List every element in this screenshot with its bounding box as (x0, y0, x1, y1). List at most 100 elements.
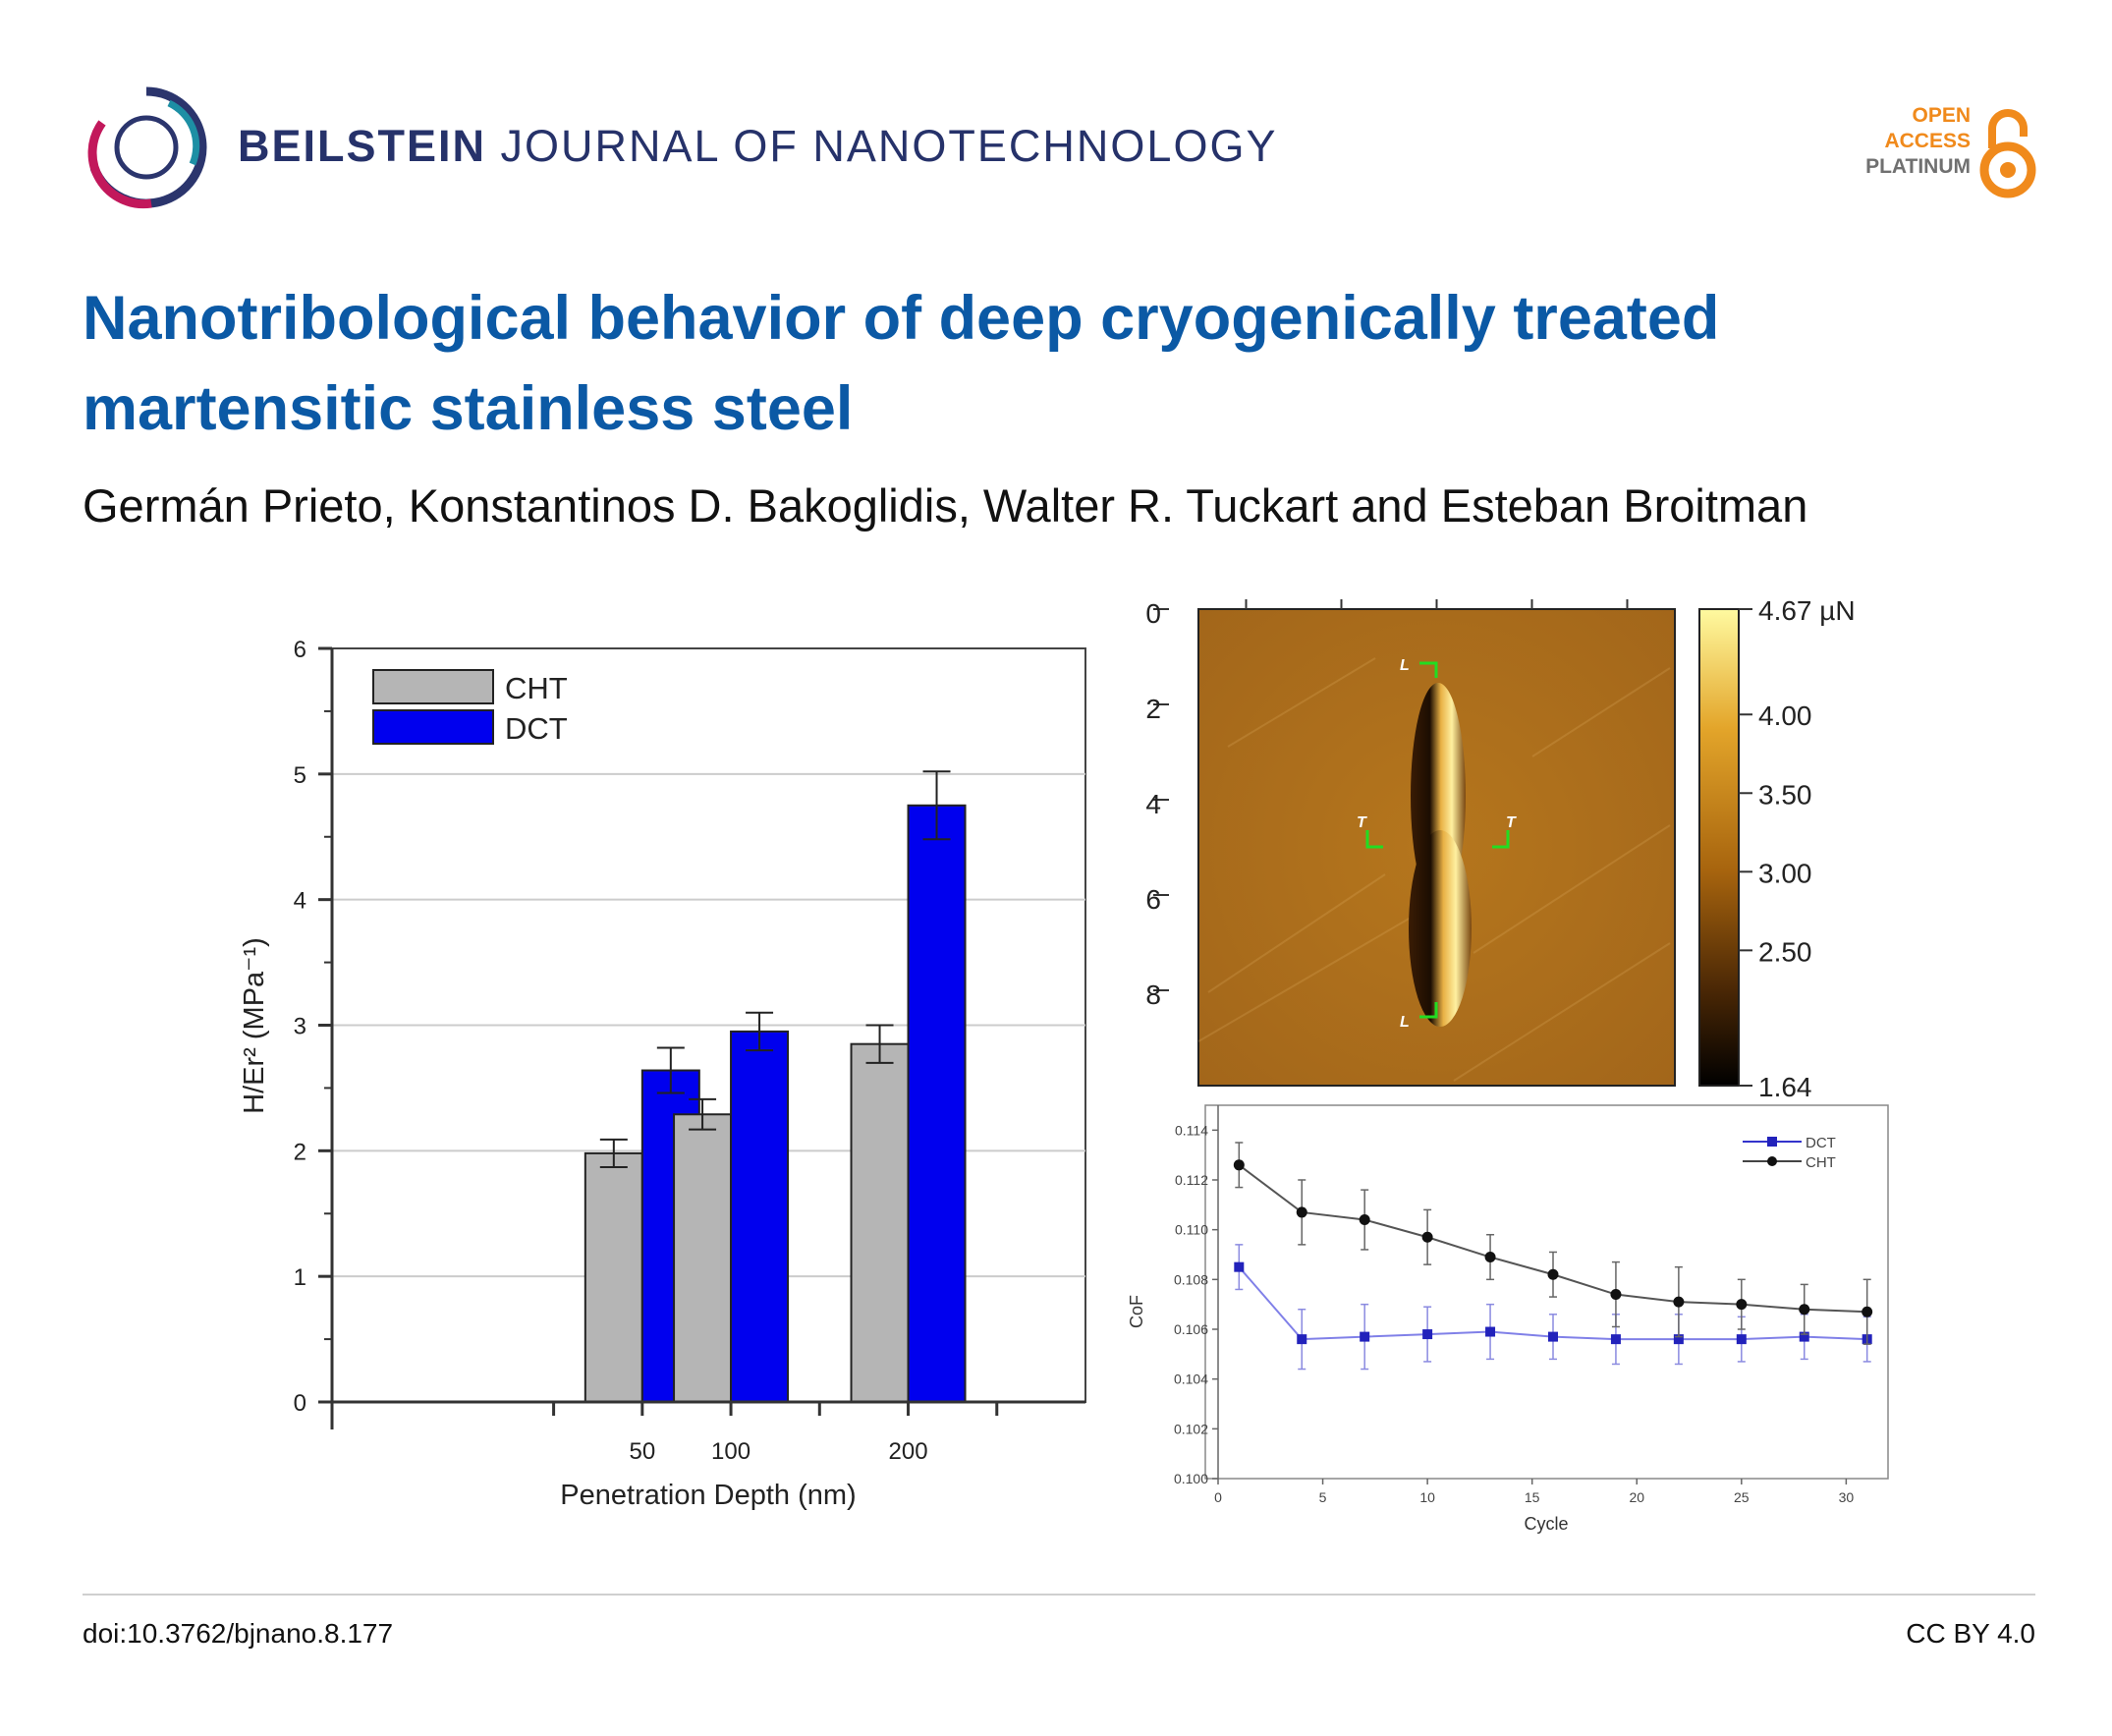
line-y-tick-label: 0.108 (1174, 1271, 1208, 1287)
line-y-tick-label: 0.110 (1175, 1222, 1208, 1238)
colorbar-tick-label: 1.64 (1758, 1072, 1812, 1102)
line-x-axis-label: Cycle (1524, 1514, 1568, 1534)
afm-y-tick-label: 0 (1145, 598, 1161, 629)
article-title: Nanotribological behavior of deep cryoge… (83, 284, 1720, 443)
line-x-tick-label: 0 (1214, 1489, 1222, 1505)
afm-surface-texture (1197, 657, 1671, 1082)
afm-friction-map: L T T L 0 2 4 6 8 4.67 µN 4.00 3.50 3.00 2.50 1.6… (1145, 595, 1855, 1102)
line-legend-dct-marker (1767, 1137, 1777, 1147)
journal-name: BEILSTEIN JOURNAL OF NANOTECHNOLOGY (238, 121, 1277, 172)
open-access-lock-icon (1979, 109, 2036, 198)
open-access-badge: OPEN ACCESS PLATINUM (1831, 103, 2037, 201)
colorbar-tick-label: 4.67 µN (1758, 595, 1856, 626)
line-x-tick-label: 10 (1419, 1489, 1435, 1505)
line-point-cht (1484, 1252, 1496, 1263)
line-point-cht (1736, 1299, 1748, 1311)
bar-x-tick-label: 50 (629, 1438, 655, 1465)
line-y-tick-label: 0.100 (1174, 1471, 1208, 1486)
line-point-dct (1548, 1331, 1558, 1342)
afm-marker-l-bottom: L (1400, 1014, 1410, 1031)
line-point-dct (1485, 1326, 1496, 1337)
line-point-cht (1421, 1231, 1433, 1243)
line-y-tick-label: 0.114 (1175, 1122, 1208, 1138)
bar-y-tick-label: 2 (294, 1139, 306, 1165)
afm-marker-t-left: T (1357, 814, 1367, 831)
line-y-tick-label: 0.106 (1174, 1321, 1208, 1337)
line-legend-cht-label: CHT (1806, 1154, 1836, 1171)
afm-markers (1365, 661, 1510, 1019)
colorbar-tick-label: 3.00 (1758, 858, 1812, 888)
line-point-cht (1799, 1304, 1810, 1316)
afm-y-tick-label: 2 (1145, 694, 1161, 724)
bar-dct-100 (730, 1030, 790, 1403)
bar-y-axis-label: H/Er² (MPa⁻¹) (239, 937, 270, 1114)
line-plot-frame (1204, 1104, 1889, 1480)
legend-swatch-cht (372, 669, 494, 704)
line-legend-cht-marker (1767, 1156, 1777, 1166)
line-point-cht (1862, 1306, 1873, 1317)
doi-link[interactable]: doi:10.3762/bjnano.8.177 (83, 1618, 394, 1649)
bar-cht-200 (850, 1042, 910, 1403)
line-x-tick-label: 20 (1629, 1489, 1644, 1505)
line-y-tick-label: 0.102 (1174, 1421, 1208, 1436)
bar-x-axis-label: Penetration Depth (nm) (560, 1480, 856, 1511)
bar-y-tick-label: 3 (294, 1014, 306, 1040)
line-point-dct (1673, 1334, 1684, 1345)
afm-y-tick-label: 6 (1145, 884, 1161, 915)
beilstein-logo-icon (87, 86, 207, 209)
line-legend-dct-label: DCT (1806, 1135, 1836, 1151)
legend-label-cht: CHT (505, 671, 568, 705)
bar-x-tick-label: 100 (711, 1438, 750, 1465)
bar-cht-50 (584, 1151, 643, 1404)
license-label: CC BY 4.0 (1906, 1618, 2035, 1649)
footer-divider (83, 1594, 2035, 1596)
line-y-axis-label: CoF (1127, 1295, 1146, 1328)
line-point-dct (1799, 1331, 1809, 1342)
open-access-label-3: PLATINUM (1865, 155, 1971, 178)
colorbar-tick-label: 3.50 (1758, 779, 1812, 810)
legend-label-dct: DCT (505, 711, 568, 746)
line-point-cht (1673, 1296, 1685, 1308)
open-access-label-1: OPEN (1912, 104, 1971, 127)
scratch-track-lower (1409, 830, 1472, 1027)
line-point-dct (1234, 1261, 1245, 1272)
line-point-cht (1610, 1289, 1622, 1301)
line-y-tick-label: 0.112 (1175, 1172, 1208, 1188)
line-y-tick-label: 0.104 (1174, 1372, 1208, 1387)
bar-y-tick-label: 6 (294, 637, 306, 663)
journal-name-rest: JOURNAL OF NANOTECHNOLOGY (500, 121, 1278, 171)
line-point-dct (1610, 1334, 1621, 1345)
legend-swatch-dct (372, 709, 494, 745)
line-point-dct (1360, 1331, 1370, 1342)
bar-x-tick-label: 200 (889, 1438, 928, 1465)
bar-y-tick-label: 0 (294, 1390, 306, 1417)
line-x-tick-label: 25 (1734, 1489, 1750, 1505)
line-point-cht (1233, 1159, 1245, 1171)
line-point-cht (1359, 1214, 1370, 1226)
bar-y-tick-label: 4 (294, 888, 306, 915)
afm-colorbar (1698, 608, 1740, 1087)
afm-marker-t-right: T (1506, 814, 1517, 831)
bar-cht-100 (673, 1113, 733, 1403)
line-point-dct (1297, 1334, 1307, 1345)
cof-line-chart: 0.100 0.102 0.104 0.106 0.108 0.110 0.112 0.114… (1127, 1104, 1889, 1534)
hardness-bar-chart: 0 1 2 3 4 5 6 50 100 200 CHT DCT Penetration Dep… (239, 637, 1086, 1511)
afm-y-tick-label: 8 (1145, 980, 1161, 1010)
bar-y-tick-label: 1 (294, 1264, 306, 1291)
line-x-tick-label: 5 (1319, 1489, 1327, 1505)
article-authors: Germán Prieto, Konstantinos D. Bakoglidi… (83, 479, 1808, 532)
line-x-tick-label: 30 (1839, 1489, 1855, 1505)
bar-dct-200 (907, 804, 967, 1403)
colorbar-tick-label: 4.00 (1758, 700, 1812, 731)
journal-name-bold: BEILSTEIN (238, 121, 487, 171)
bar-y-tick-label: 5 (294, 762, 306, 789)
journal-header: BEILSTEIN JOURNAL OF NANOTECHNOLOGY OPEN… (83, 84, 2037, 211)
line-point-cht (1547, 1268, 1559, 1280)
line-x-tick-label: 15 (1525, 1489, 1540, 1505)
afm-marker-l-top: L (1400, 657, 1410, 674)
line-point-cht (1296, 1206, 1307, 1218)
afm-y-tick-label: 4 (1145, 789, 1161, 819)
colorbar-tick-label: 2.50 (1758, 936, 1812, 967)
open-access-label-2: ACCESS (1884, 130, 1971, 152)
